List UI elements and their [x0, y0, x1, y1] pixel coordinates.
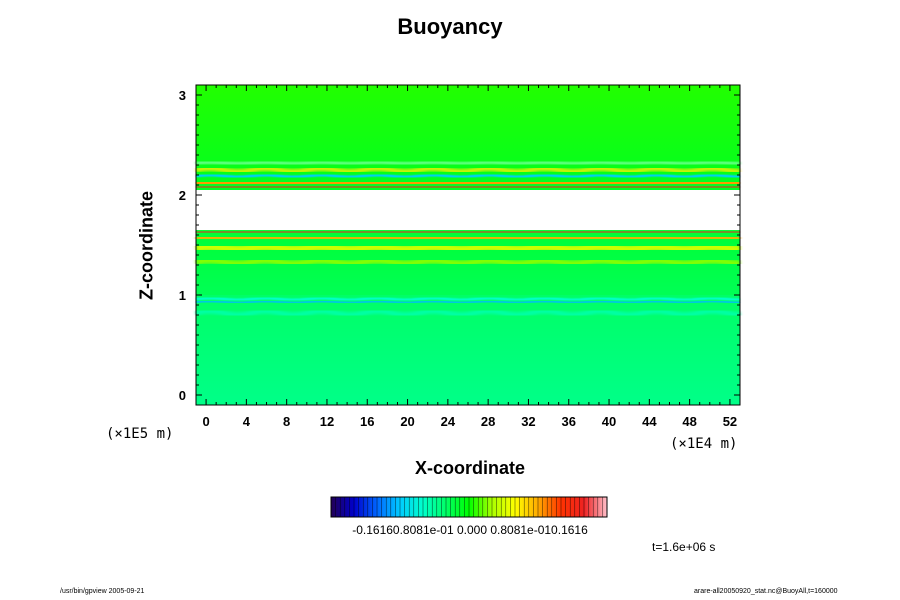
x-tick-label: 16: [360, 414, 374, 429]
x-tick-label: 52: [723, 414, 737, 429]
negative-blue-layer: [195, 300, 741, 304]
upper-orange-band: [195, 178, 741, 188]
x-axis-unit: (×1E4 m): [670, 436, 738, 452]
x-axis-label: X-coordinate: [414, 458, 525, 478]
x-tick-label: 44: [642, 414, 657, 429]
y-tick-label: 2: [179, 188, 186, 203]
x-tick-label: 12: [320, 414, 334, 429]
turbulent-layer: [195, 308, 741, 318]
upper-cyan-streak: [195, 173, 741, 179]
y-tick-label: 0: [179, 388, 186, 403]
x-tick-label: 8: [283, 414, 290, 429]
chart-title: Buoyancy: [397, 14, 503, 39]
x-tick-label: 48: [682, 414, 696, 429]
footer-right: arare-all20050920_stat.nc@BuoyAll,t=1600…: [694, 588, 838, 595]
y-axis-unit: (×1E5 m): [106, 426, 174, 442]
no-data-band: [196, 190, 740, 230]
x-tick-label: 20: [400, 414, 414, 429]
x-tick-label: 28: [481, 414, 495, 429]
upper-yellow-streak: [195, 166, 741, 174]
x-tick-label: 32: [521, 414, 535, 429]
x-tick-label: 36: [562, 414, 576, 429]
upper-teal-streak: [195, 159, 741, 167]
field-layers: [195, 85, 741, 405]
lower-yellow-layer: [195, 241, 741, 255]
y-axis: 0 1 2 3: [179, 84, 740, 406]
negative-cyan-layer: [195, 296, 741, 302]
colorbar-labels: -0.16160.8081e-01 0.000 0.8081e-010.1616: [352, 523, 588, 537]
x-tick-label: 40: [602, 414, 616, 429]
x-tick-label: 24: [441, 414, 456, 429]
y-tick-label: 1: [179, 288, 186, 303]
colorbar-ticks: [335, 497, 603, 517]
x-axis: 0 4 8 12 16 20 24 28 32 36 40 44 48 52: [195, 85, 741, 429]
x-tick-label: 0: [202, 414, 209, 429]
y-axis-label: Z-coordinate: [136, 191, 157, 301]
lower-lime-layer: [195, 257, 741, 267]
x-tick-label: 4: [243, 414, 251, 429]
footer-left: /usr/bin/gpview 2005-09-21: [60, 588, 145, 595]
y-tick-label: 3: [179, 88, 186, 103]
lower-orange-band: [195, 234, 741, 242]
time-label: t=1.6e+06 s: [652, 540, 716, 554]
